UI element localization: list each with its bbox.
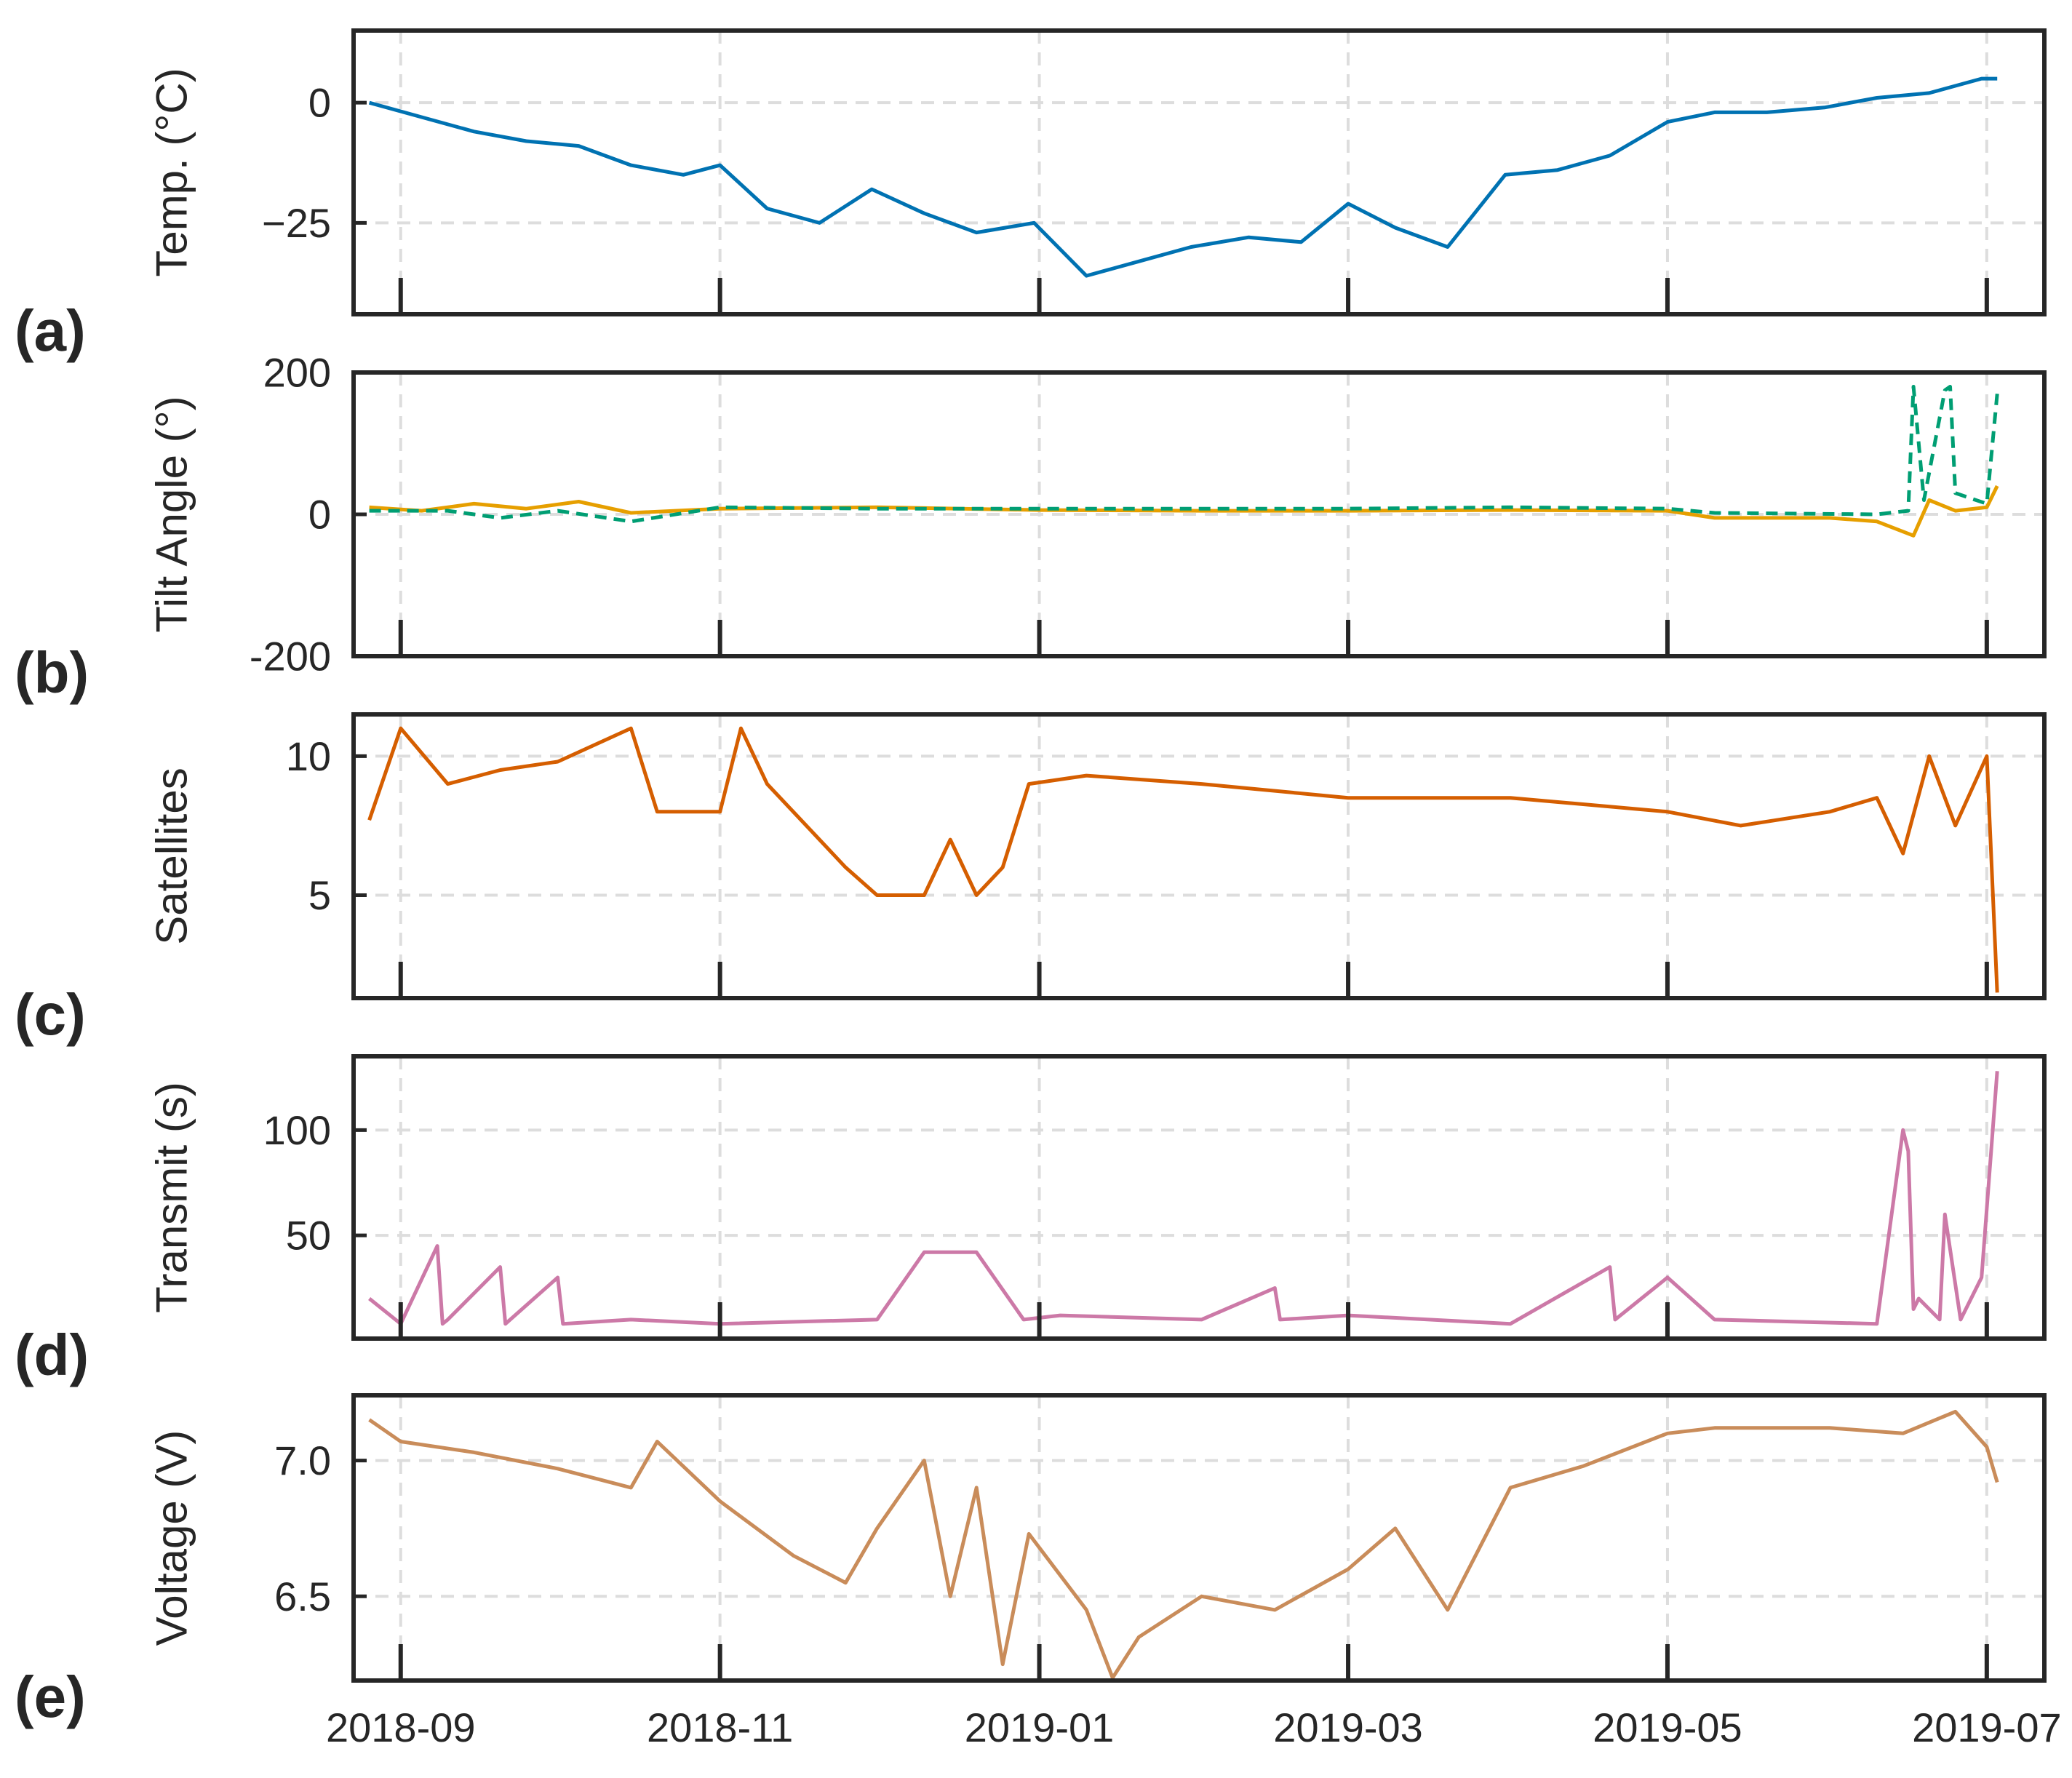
series-line-satellites (367, 726, 1999, 993)
x-tick-label: 2019-03 (1273, 1705, 1423, 1750)
y-tick-label: 10 (286, 733, 331, 779)
y-axis-title: Voltage (V) (148, 1430, 196, 1646)
y-tick-label: 6.5 (274, 1574, 331, 1619)
axes-frame (351, 712, 2047, 1000)
y-tick-label: 0 (308, 80, 331, 126)
series-line-voltage (368, 1409, 1999, 1680)
y-tick-label: 100 (263, 1107, 331, 1153)
panel-label: (c) (15, 982, 86, 1047)
panel-label: (a) (15, 298, 86, 363)
panels: 0 −25 Temp. (°C) (a) 200 0 -200 Tilt Angle (°) (… (15, 28, 2047, 1729)
axes-frame (351, 1054, 2047, 1341)
y-axis-title: Temp. (°C) (148, 68, 196, 276)
series-line-transmit (368, 1071, 1999, 1326)
y-tick-label: 200 (263, 350, 331, 396)
x-tick-label: 2019-07 (1912, 1705, 2062, 1750)
y-tick-label: 5 (308, 872, 331, 918)
y-tick-label: 50 (286, 1213, 331, 1259)
y-tick-label: 7.0 (274, 1438, 331, 1483)
x-axis-tick-labels: 2018-09 2018-11 2019-01 2019-03 2019-05 2019-… (326, 1705, 2062, 1750)
panel-label: (e) (15, 1665, 86, 1729)
series-line-tilt-1 (369, 485, 1999, 538)
series-line-temperature (368, 76, 1998, 278)
y-tick-label: −25 (262, 200, 331, 246)
x-tick-label: 2019-01 (965, 1705, 1115, 1750)
panel-2: 200 0 -200 Tilt Angle (°) (b) (15, 350, 2047, 705)
panel-4: 100 50 Transmit (s) (d) (15, 1054, 2047, 1387)
x-tick-label: 2019-05 (1593, 1705, 1742, 1750)
y-axis-title: Transmit (s) (148, 1082, 196, 1313)
axes-frame (351, 28, 2047, 316)
panel-5: 7.0 6.5 Voltage (V) (e) (15, 1393, 2047, 1729)
y-axis-title: Tilt Angle (°) (148, 396, 196, 632)
panel-1: 0 −25 Temp. (°C) (a) (15, 28, 2047, 363)
series-line-tilt-2 (369, 385, 1999, 524)
panel-label: (b) (15, 640, 89, 705)
y-axis-title: Satellites (148, 768, 196, 944)
x-tick-label: 2018-09 (326, 1705, 476, 1750)
panel-3: 10 5 Satellites (c) (15, 712, 2047, 1047)
axes-frame (351, 1393, 2047, 1683)
y-tick-label: -200 (250, 634, 331, 679)
y-tick-label: 0 (308, 492, 331, 538)
panel-label: (d) (15, 1323, 89, 1387)
x-tick-label: 2018-11 (647, 1705, 793, 1750)
axes-frame (351, 370, 2047, 658)
